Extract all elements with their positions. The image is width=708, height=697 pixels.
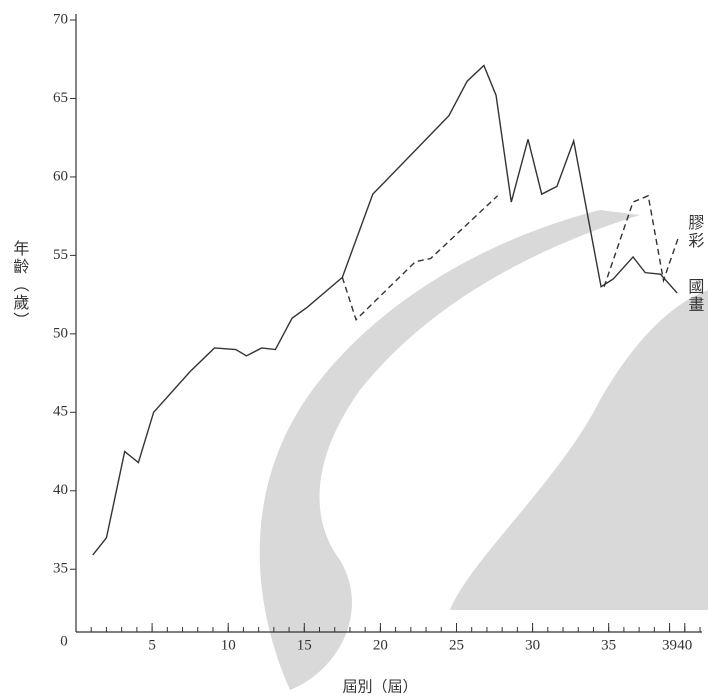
y-tick-label: 45 (53, 404, 68, 420)
x-tick-label: 30 (525, 637, 540, 653)
x-tick-label: 10 (221, 637, 236, 653)
y-tick-label: 65 (53, 90, 68, 106)
x-tick-label: 40 (677, 637, 692, 653)
background-shade (259, 210, 640, 690)
x-tick-label: 20 (373, 637, 388, 653)
y-tick-label: 70 (53, 11, 68, 27)
y-tick-label: 50 (53, 325, 68, 341)
y-tick-label: 35 (53, 561, 68, 577)
y-tick-label: 60 (53, 168, 68, 184)
y-axis-label: 年齡（歲） (10, 240, 29, 330)
series-line (341, 194, 680, 322)
x-tick-label: 25 (449, 637, 464, 653)
x-tick-label: 15 (297, 637, 312, 653)
origin-label: 0 (60, 633, 68, 649)
y-tick-label: 55 (53, 247, 68, 263)
x-tick-label: 5 (148, 637, 156, 653)
y-tick-label: 40 (53, 482, 68, 498)
background-shade (450, 290, 708, 610)
x-tick-label: 39 (662, 637, 677, 653)
x-tick-label: 35 (601, 637, 616, 653)
series-label: 國畫 (685, 278, 704, 314)
series-line (92, 64, 678, 556)
series-label: 膠彩 (685, 214, 704, 250)
x-axis-label: 屆別（屆） (342, 678, 417, 695)
